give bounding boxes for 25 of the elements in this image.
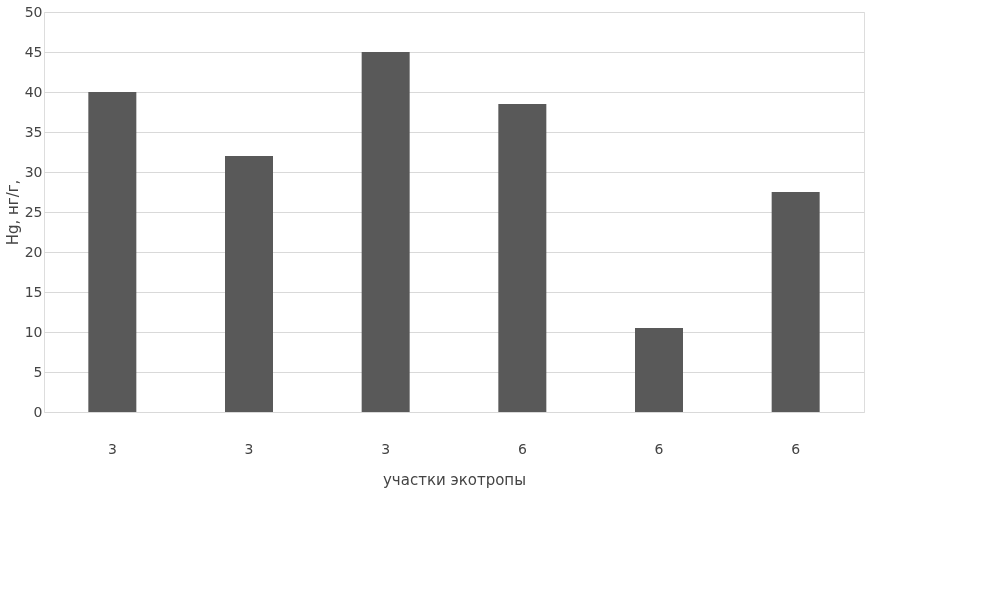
bar [225,156,273,412]
y-tick-label: 5 [33,363,43,380]
x-tick-label: 3 [381,440,391,457]
x-tick-label: 6 [654,440,664,457]
bar [88,92,137,412]
y-tick-label: 50 [24,3,43,20]
y-tick-label: 35 [24,123,43,140]
bar [635,328,683,412]
x-tick-label: 6 [517,440,527,457]
y-tick-label: 10 [24,323,43,340]
bar [771,192,820,412]
y-tick-label: 15 [24,283,43,300]
x-tick-label: 6 [791,440,801,457]
y-tick-label: 40 [24,83,43,100]
y-tick-label: 25 [24,203,43,220]
y-axis-title: Hg, нг/г, [3,179,22,246]
bar [361,52,410,412]
bar [498,104,547,412]
y-tick-label: 20 [24,243,43,260]
y-tick-label: 30 [24,163,43,180]
y-tick-label: 0 [33,403,43,420]
x-axis-title: участки экотропы [382,470,527,489]
x-tick-label: 3 [244,440,254,457]
y-tick-label: 45 [24,43,43,60]
x-tick-label: 3 [107,440,117,457]
